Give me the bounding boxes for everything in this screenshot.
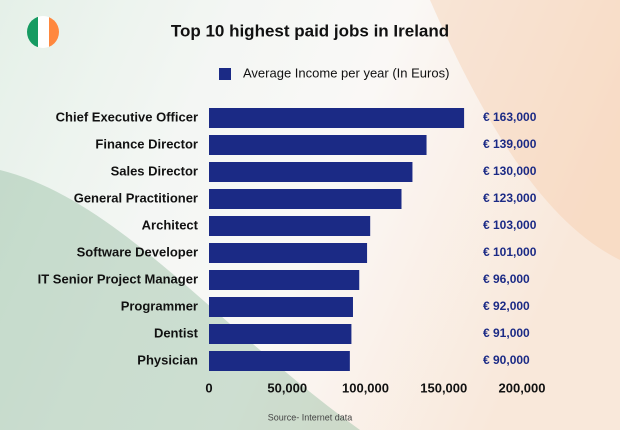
y-tick-label: General Practitioner — [74, 190, 198, 205]
value-label: € 103,000 — [483, 218, 537, 232]
bar — [209, 162, 413, 182]
bar — [209, 297, 353, 317]
legend-label: Average Income per year (In Euros) — [243, 65, 449, 80]
bar — [209, 243, 368, 263]
value-label: € 101,000 — [483, 245, 537, 259]
bar — [209, 189, 402, 209]
y-tick-label: Chief Executive Officer — [56, 109, 198, 124]
y-tick-label: Programmer — [121, 298, 198, 313]
value-label: € 92,000 — [483, 299, 530, 313]
bar — [209, 351, 350, 371]
value-label: € 163,000 — [483, 110, 537, 124]
value-label: € 90,000 — [483, 353, 530, 367]
x-tick-label: 100,000 — [342, 380, 389, 395]
bar — [209, 216, 371, 236]
x-tick-label: 0 — [205, 380, 212, 395]
value-label: € 91,000 — [483, 326, 530, 340]
value-label: € 139,000 — [483, 137, 537, 151]
value-label: € 130,000 — [483, 164, 537, 178]
x-tick-label: 50,000 — [267, 380, 307, 395]
legend-swatch — [219, 68, 231, 80]
bar — [209, 108, 465, 128]
y-tick-label: Architect — [142, 217, 199, 232]
y-tick-label: Finance Director — [95, 136, 198, 151]
value-label: € 123,000 — [483, 191, 537, 205]
ireland-flag-icon — [27, 16, 59, 48]
chart-title: Top 10 highest paid jobs in Ireland — [171, 21, 449, 40]
x-tick-label: 200,000 — [499, 380, 546, 395]
x-tick-label: 150,000 — [420, 380, 467, 395]
bar — [209, 324, 352, 344]
y-tick-label: Physician — [137, 352, 198, 367]
y-tick-label: Software Developer — [77, 244, 198, 259]
source-note: Source- Internet data — [268, 412, 353, 422]
value-label: € 96,000 — [483, 272, 530, 286]
y-tick-label: Dentist — [154, 325, 199, 340]
y-tick-label: IT Senior Project Manager — [38, 271, 198, 286]
flag-orange — [430, 0, 620, 260]
y-tick-label: Sales Director — [111, 163, 198, 178]
bar — [209, 135, 427, 155]
bar — [209, 270, 360, 290]
